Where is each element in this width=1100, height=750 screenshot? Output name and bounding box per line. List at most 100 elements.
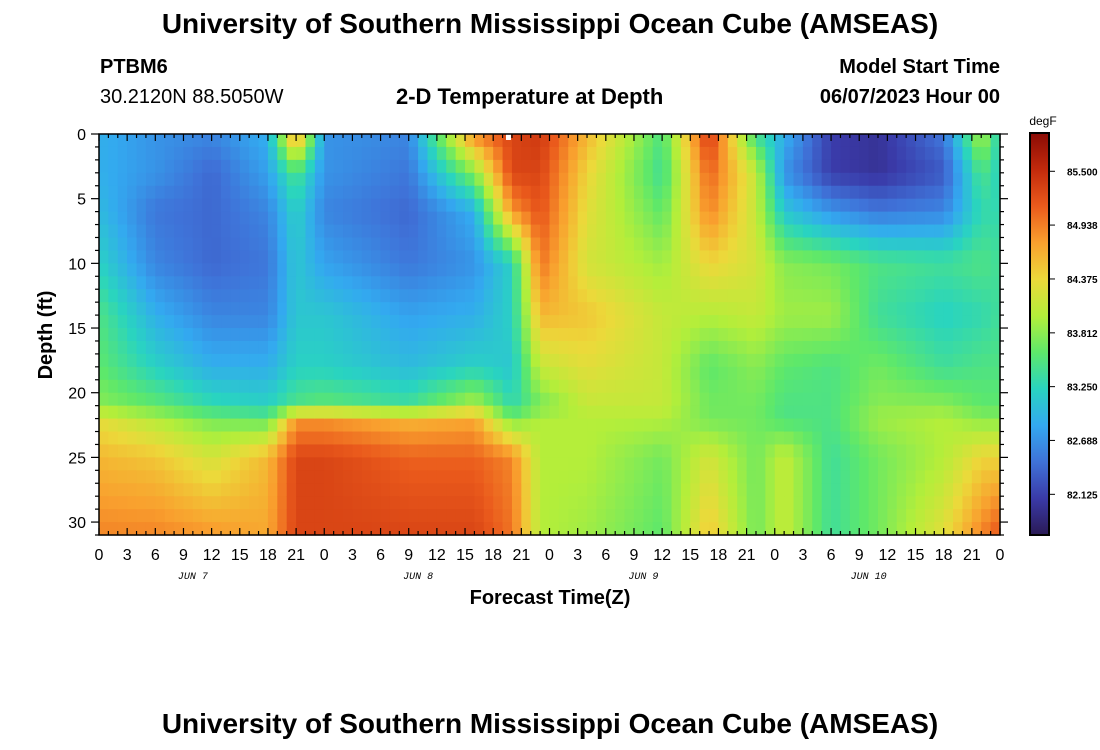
x-tick-label: 6 bbox=[151, 547, 160, 564]
heatmap-cell bbox=[840, 457, 851, 471]
heatmap-cell bbox=[521, 276, 532, 290]
heatmap-cell bbox=[277, 496, 288, 510]
heatmap-cell bbox=[183, 302, 194, 316]
heatmap-cell bbox=[680, 237, 691, 252]
heatmap-cell bbox=[953, 483, 964, 497]
heatmap-cell bbox=[784, 276, 795, 290]
heatmap-cell bbox=[277, 470, 288, 484]
heatmap-cell bbox=[915, 315, 926, 329]
heatmap-cell bbox=[680, 509, 691, 523]
heatmap-cell bbox=[418, 366, 429, 381]
heatmap-cell bbox=[662, 224, 673, 239]
heatmap-cell bbox=[568, 444, 579, 458]
heatmap-cell bbox=[286, 224, 297, 239]
heatmap-cell bbox=[568, 276, 579, 290]
heatmap-cell bbox=[540, 353, 551, 368]
heatmap-cell bbox=[136, 483, 147, 497]
heatmap-cell bbox=[239, 134, 250, 148]
heatmap-cell bbox=[887, 159, 898, 174]
heatmap-cell bbox=[821, 328, 832, 342]
heatmap-cell bbox=[727, 289, 738, 303]
heatmap-cell bbox=[343, 211, 354, 226]
heatmap-cell bbox=[286, 483, 297, 497]
heatmap-cell bbox=[840, 211, 851, 226]
heatmap-cell bbox=[737, 366, 748, 381]
heatmap-cell bbox=[502, 172, 513, 187]
heatmap-cell bbox=[615, 315, 626, 329]
x-tick-label: 0 bbox=[320, 547, 329, 564]
heatmap-cell bbox=[145, 405, 156, 420]
heatmap-cell bbox=[568, 418, 579, 433]
heatmap-cell bbox=[324, 328, 335, 342]
heatmap-cell bbox=[305, 250, 316, 264]
heatmap-cell bbox=[192, 185, 203, 200]
heatmap-cell bbox=[680, 431, 691, 446]
heatmap-cell bbox=[221, 418, 231, 433]
heatmap-cell bbox=[249, 289, 260, 303]
heatmap-cell bbox=[605, 457, 616, 471]
heatmap-cell bbox=[906, 134, 917, 148]
heatmap-cell bbox=[511, 431, 522, 446]
heatmap-cell bbox=[887, 328, 898, 342]
heatmap-cell bbox=[117, 483, 128, 497]
heatmap-cell bbox=[615, 237, 626, 252]
heatmap-cell bbox=[192, 224, 203, 239]
heatmap-cell bbox=[343, 315, 354, 329]
heatmap-cell bbox=[755, 392, 766, 407]
heatmap-cell bbox=[784, 224, 795, 239]
heatmap-cell bbox=[540, 366, 551, 381]
heatmap-cell bbox=[981, 470, 992, 484]
heatmap-cell bbox=[943, 392, 954, 407]
heatmap-cell bbox=[727, 185, 738, 200]
heatmap-cell bbox=[587, 496, 598, 510]
heatmap-cell bbox=[971, 522, 982, 536]
heatmap-cell bbox=[971, 496, 982, 510]
heatmap-cell bbox=[727, 444, 738, 458]
heatmap-cell bbox=[924, 522, 935, 536]
heatmap-cell bbox=[352, 496, 363, 510]
heatmap-cell bbox=[849, 315, 860, 329]
heatmap-cell bbox=[906, 276, 917, 290]
heatmap-cell bbox=[192, 276, 203, 290]
heatmap-cell bbox=[221, 444, 231, 458]
heatmap-cell bbox=[558, 172, 569, 187]
heatmap-cell bbox=[802, 509, 813, 523]
heatmap-cell bbox=[812, 340, 823, 355]
heatmap-cell bbox=[352, 198, 363, 213]
heatmap-cell bbox=[784, 146, 795, 161]
heatmap-cell bbox=[680, 172, 691, 187]
heatmap-cell bbox=[877, 146, 888, 161]
heatmap-cell bbox=[784, 470, 795, 484]
heatmap-cell bbox=[981, 328, 992, 342]
heatmap-cell bbox=[474, 172, 485, 187]
heatmap-cell bbox=[821, 353, 832, 368]
heatmap-cell bbox=[934, 198, 945, 213]
heatmap-cell bbox=[755, 263, 766, 277]
heatmap-cell bbox=[868, 366, 879, 381]
heatmap-cell bbox=[324, 340, 335, 355]
heatmap-cell bbox=[239, 237, 250, 252]
heatmap-cell bbox=[755, 483, 766, 497]
heatmap-cell bbox=[418, 146, 429, 161]
heatmap-cell bbox=[558, 185, 569, 200]
heatmap-cell bbox=[389, 392, 400, 407]
heatmap-cell bbox=[436, 159, 447, 174]
heatmap-cell bbox=[624, 405, 635, 420]
heatmap-cell bbox=[765, 159, 776, 174]
heatmap-cell bbox=[221, 496, 231, 510]
heatmap-cell bbox=[352, 263, 363, 277]
y-tick-label: 30 bbox=[68, 515, 86, 532]
heatmap-cell bbox=[971, 509, 982, 523]
heatmap-cell bbox=[652, 353, 663, 368]
heatmap bbox=[99, 134, 1001, 536]
heatmap-cell bbox=[99, 405, 109, 420]
heatmap-cell bbox=[596, 509, 607, 523]
heatmap-cell bbox=[530, 366, 541, 381]
heatmap-cell bbox=[802, 237, 813, 252]
heatmap-cell bbox=[962, 146, 973, 161]
heatmap-cell bbox=[211, 237, 222, 252]
heatmap-cell bbox=[690, 509, 701, 523]
heatmap-cell bbox=[643, 211, 654, 226]
heatmap-cell bbox=[192, 379, 203, 394]
heatmap-cell bbox=[314, 483, 325, 497]
